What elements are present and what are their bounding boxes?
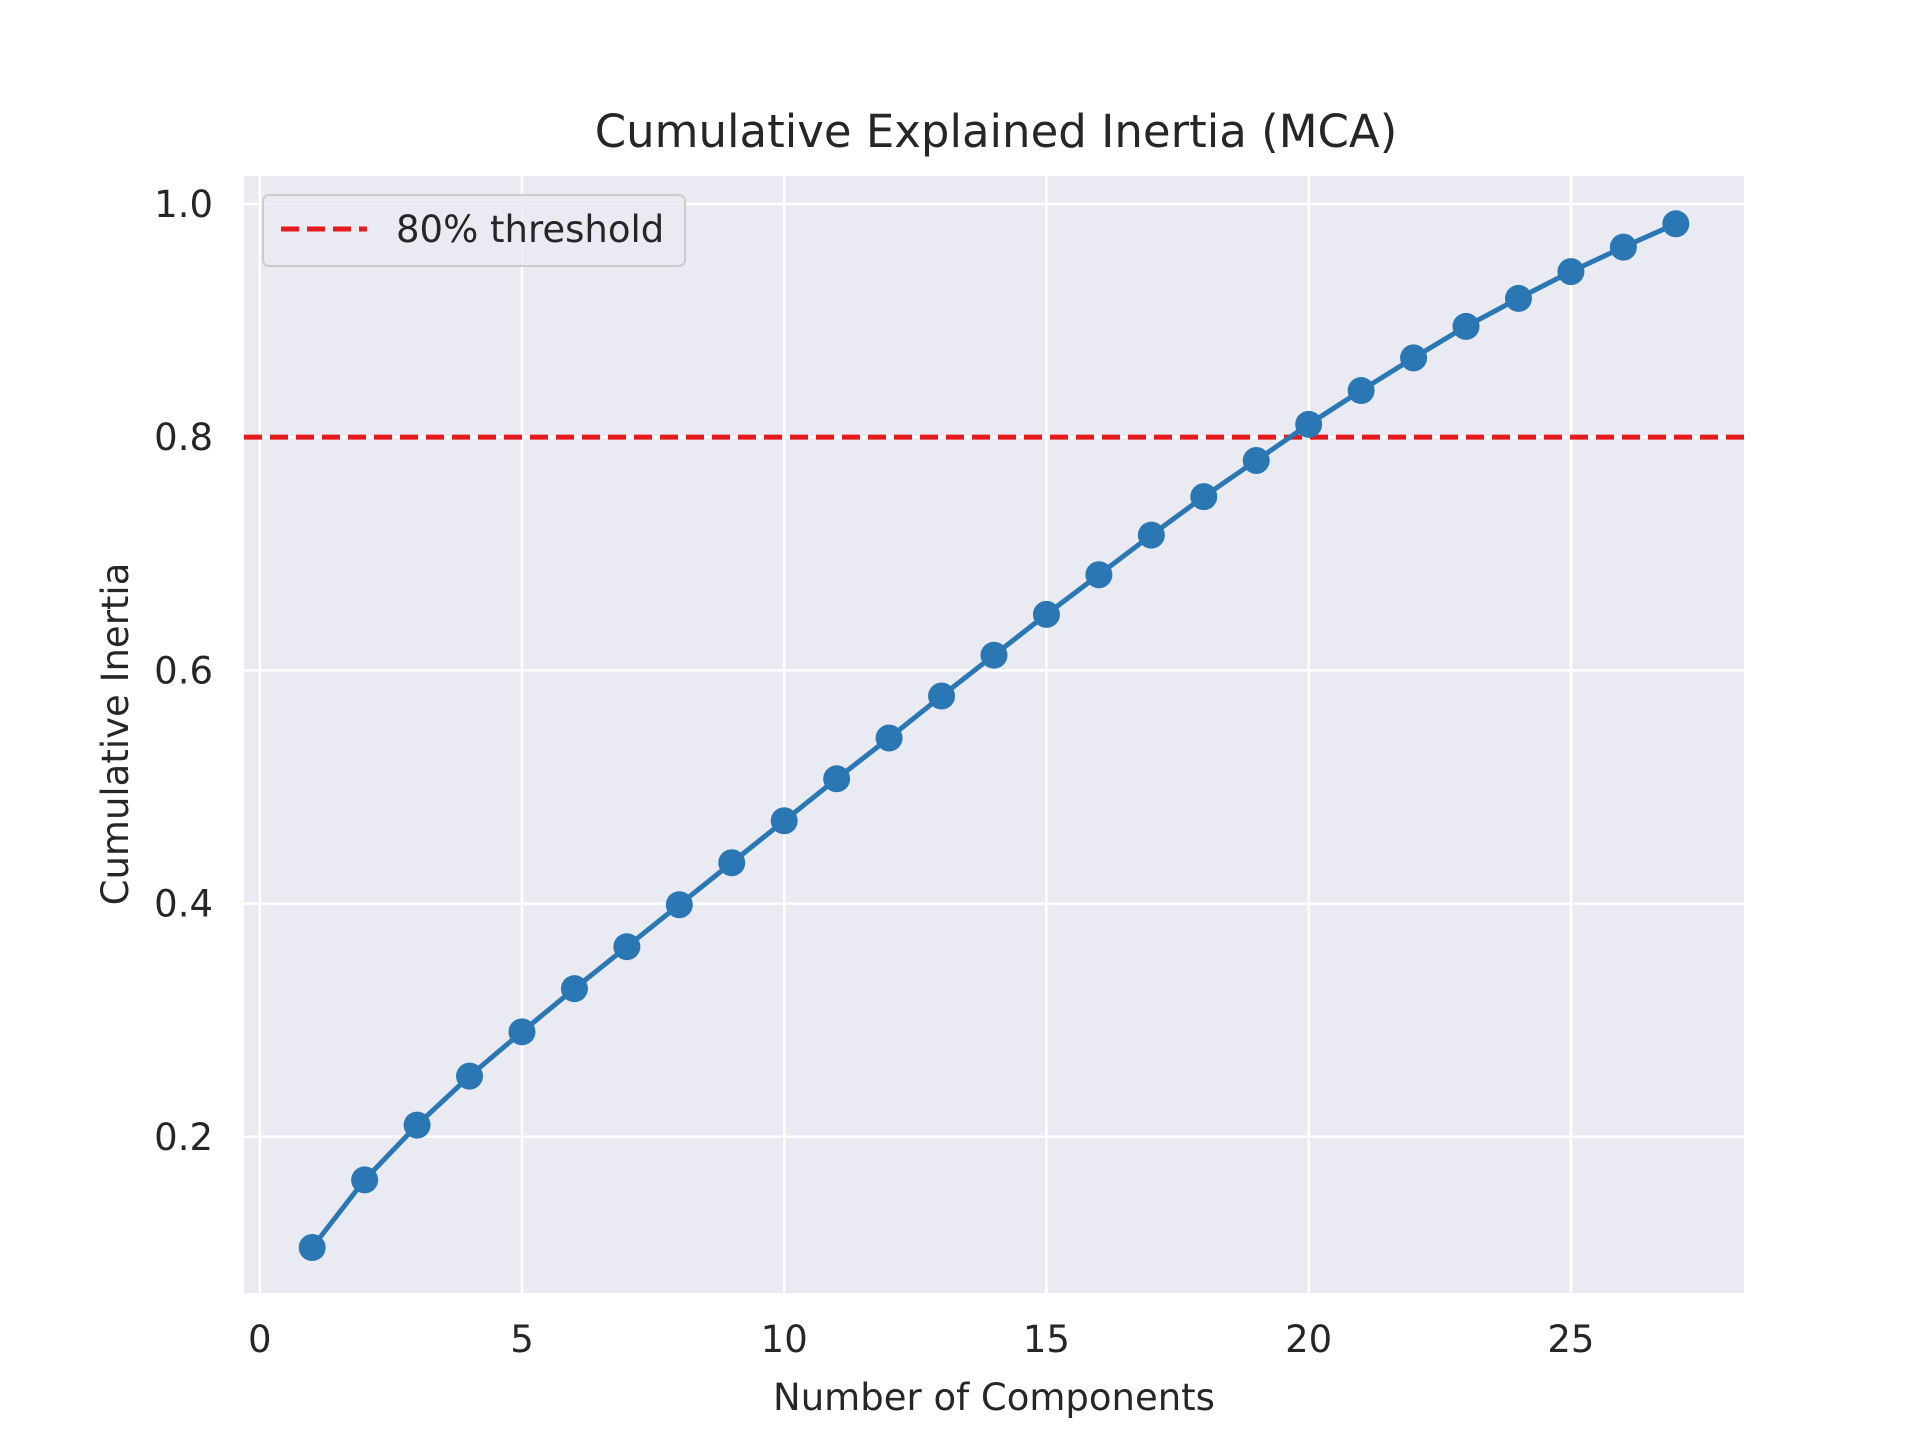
y-axis-label: Cumulative Inertia	[94, 563, 137, 906]
data-point	[508, 1018, 536, 1046]
x-axis-ticks: 0 5 10 15 20 25	[248, 1318, 1595, 1361]
data-point	[770, 807, 798, 835]
data-point	[1452, 312, 1480, 340]
data-point	[665, 891, 693, 919]
data-point	[351, 1166, 379, 1194]
x-tick-label: 25	[1547, 1318, 1594, 1361]
data-point	[1504, 284, 1532, 312]
data-point	[1295, 410, 1323, 438]
data-point	[456, 1062, 484, 1090]
series-layer	[298, 210, 1690, 1262]
chart-title: Cumulative Explained Inertia (MCA)	[595, 105, 1398, 158]
legend-frame	[262, 194, 686, 267]
data-point	[560, 975, 588, 1003]
legend-label-threshold: 80% threshold	[396, 208, 664, 251]
data-point	[718, 849, 746, 877]
x-axis-label: Number of Components	[773, 1376, 1215, 1419]
data-point	[298, 1234, 326, 1262]
x-tick-label: 15	[1023, 1318, 1070, 1361]
y-axis-ticks: 0.2 0.4 0.6 0.8 1.0	[154, 183, 213, 1159]
y-tick-label: 0.2	[154, 1116, 213, 1159]
x-tick-label: 0	[248, 1318, 272, 1361]
y-tick-label: 0.4	[154, 883, 213, 926]
y-tick-label: 1.0	[154, 183, 213, 226]
data-point	[1032, 600, 1060, 628]
x-tick-label: 10	[761, 1318, 808, 1361]
data-point	[1400, 344, 1428, 372]
data-point	[1085, 561, 1113, 589]
data-point	[980, 641, 1008, 669]
data-point	[1609, 233, 1637, 261]
data-point	[1557, 258, 1585, 286]
data-point	[403, 1111, 431, 1139]
x-tick-label: 5	[510, 1318, 534, 1361]
data-point	[928, 682, 956, 710]
data-point	[875, 724, 903, 752]
data-point	[1347, 377, 1375, 405]
plot-area	[244, 176, 1744, 1293]
data-point	[1190, 483, 1218, 511]
data-point	[823, 765, 851, 793]
data-point	[1137, 521, 1165, 549]
data-point	[613, 933, 641, 961]
y-tick-label: 0.8	[154, 416, 213, 459]
x-tick-label: 20	[1285, 1318, 1332, 1361]
data-point	[1662, 210, 1690, 238]
y-tick-label: 0.6	[154, 649, 213, 692]
data-point	[1242, 446, 1270, 474]
legend: 80% threshold	[262, 194, 686, 267]
